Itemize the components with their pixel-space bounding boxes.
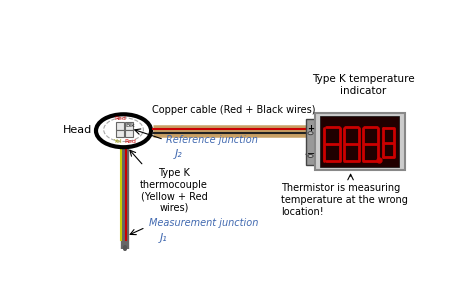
Bar [320,117,399,167]
Text: Reference junction: Reference junction [166,135,258,144]
Text: Copper cable (Red + Black wires): Copper cable (Red + Black wires) [152,105,316,115]
Text: Measurement junction: Measurement junction [149,218,259,228]
Bar [125,122,134,130]
Text: Head: Head [63,125,92,135]
Bar [125,130,134,137]
Text: +: + [307,124,314,133]
Bar [307,119,315,164]
Circle shape [308,154,313,158]
Circle shape [308,132,313,135]
Text: Red: Red [114,116,126,121]
Circle shape [96,114,151,147]
Text: Type K
thermocouple
(Yellow + Red
wires): Type K thermocouple (Yellow + Red wires) [140,168,208,213]
Bar [116,122,124,130]
Text: −: − [307,149,315,159]
Text: J₂: J₂ [175,149,182,159]
Text: Red: Red [124,139,136,144]
Text: Yel: Yel [114,139,123,144]
Text: J₁: J₁ [160,233,168,243]
Bar [116,130,124,137]
Text: Blk: Blk [125,123,135,128]
Text: Thermistor is measuring
temperature at the wrong
location!: Thermistor is measuring temperature at t… [282,184,409,217]
Text: Type K temperature
indicator: Type K temperature indicator [312,74,415,96]
Bar [315,113,404,170]
